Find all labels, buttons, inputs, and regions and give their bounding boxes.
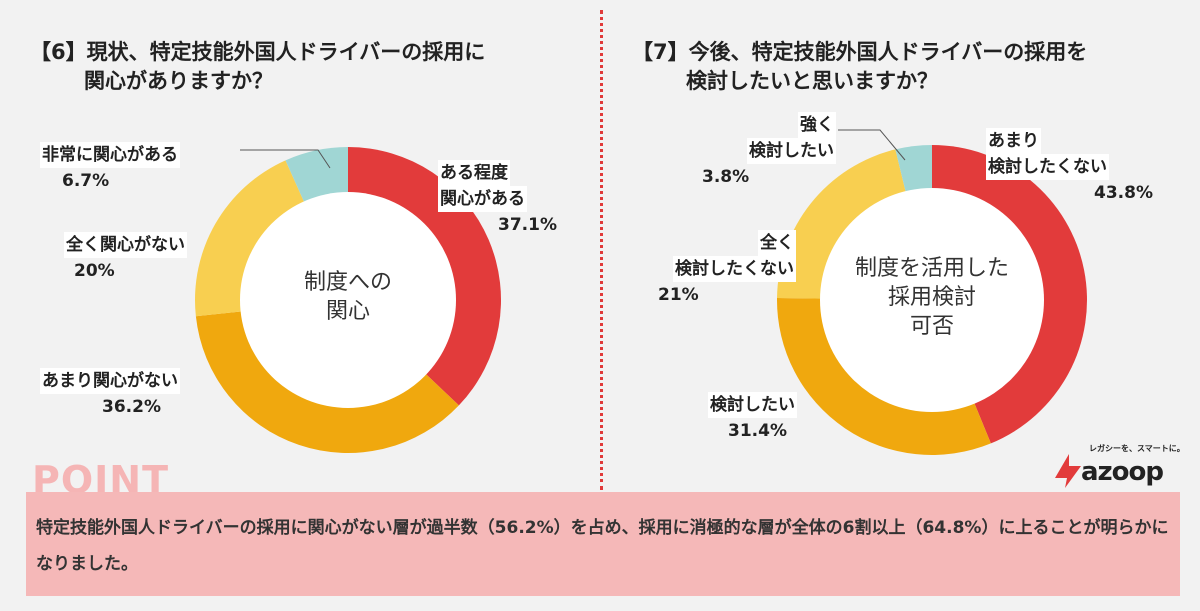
chart2-label-not-really: あまり 検討したくない 43.8% [986,128,1153,206]
point-box: 特定技能外国人ドライバーの採用に関心がない層が過半数（56.2%）を占め、採用に… [26,492,1180,596]
chart1-leader-line [240,149,331,169]
chart2-label-strongly: 強く 検討したい 3.8% [700,112,836,190]
chart1-hole [240,192,456,408]
chart1-label-not-interested: 全く関心がない 20% [64,232,187,284]
chart2-leader-line [838,129,906,161]
chart1-center-label: 制度への 関心 [303,270,392,324]
logo-tagline: レガシーを、スマートに。 [1089,444,1185,453]
chart1-title: 【6】現状、特定技能外国人ドライバーの採用に 関心がありますか？ [30,40,486,93]
chart1-label-very-interested: 非常に関心がある 6.7% [40,142,180,194]
chart2-title: 【7】今後、特定技能外国人ドライバーの採用を 検討したいと思いますか？ [632,40,1088,93]
chart2-label-want-to: 検討したい 31.4% [708,392,797,444]
logo-name: azoop [1081,457,1164,487]
chart2-center-label: 制度を活用した 採用検討 可否 [854,256,1009,339]
logo-bolt-icon [1055,454,1081,488]
chart1-label-somewhat-interested: ある程度 関心がある 37.1% [438,160,557,238]
chart1-label-not-very-interested: あまり関心がない 36.2% [40,368,180,420]
divider [600,10,603,490]
azoop-logo: レガシーを、スマートに。 azoop [1055,444,1185,490]
point-text: 特定技能外国人ドライバーの採用に関心がない層が過半数（56.2%）を占め、採用に… [36,518,1169,574]
chart2-hole [820,188,1044,412]
chart2-label-not-at-all: 全く 検討したくない 21% [624,230,796,308]
